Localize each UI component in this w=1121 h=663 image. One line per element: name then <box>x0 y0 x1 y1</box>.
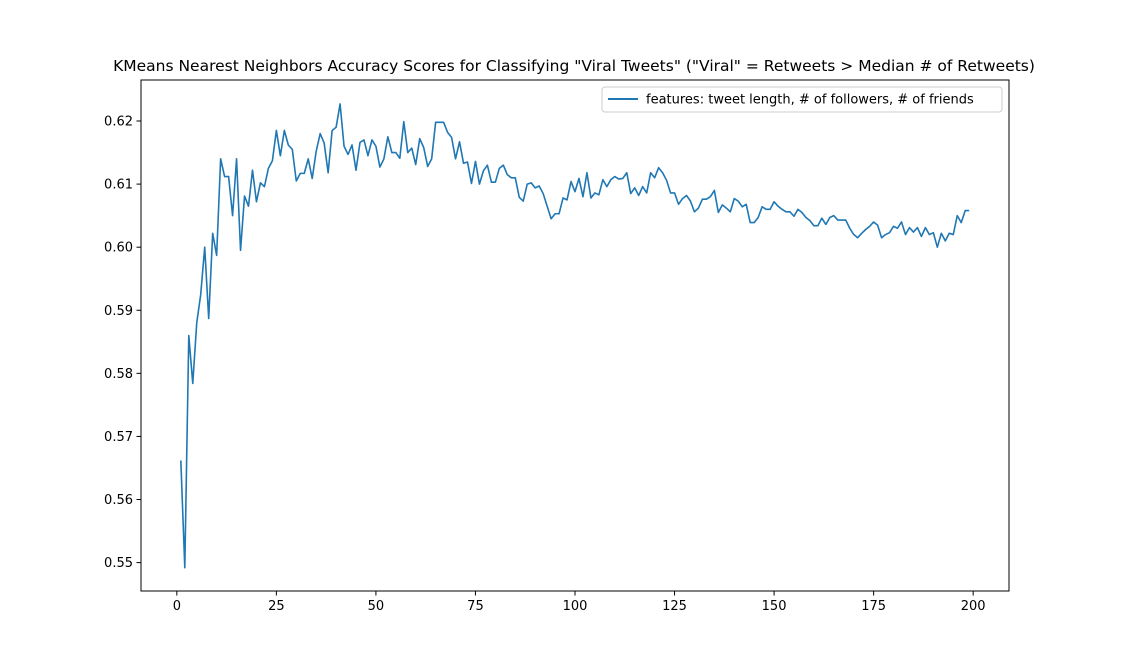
x-tick-label: 75 <box>467 599 484 614</box>
plot-area: 0 25 50 75 100 125 150 175 200 0.55 0.56 0.57 0.58 0.… <box>104 103 986 614</box>
x-tick-label: 125 <box>662 599 687 614</box>
x-tick-label: 50 <box>368 599 385 614</box>
x-tick-label: 175 <box>861 599 886 614</box>
x-tick-label: 150 <box>762 599 787 614</box>
y-tick-label: 0.60 <box>104 241 133 256</box>
x-tick-label: 100 <box>563 599 588 614</box>
y-tick-label: 0.59 <box>104 304 133 319</box>
y-tick-label: 0.62 <box>104 115 133 130</box>
y-tick-label: 0.57 <box>104 430 133 445</box>
x-tick-label: 200 <box>961 599 986 614</box>
x-tick-label: 0 <box>173 599 181 614</box>
series-line <box>180 103 970 569</box>
axes-frame <box>140 79 1010 592</box>
chart-title: KMeans Nearest Neighbors Accuracy Scores… <box>113 57 1035 75</box>
y-tick-label: 0.56 <box>104 493 133 508</box>
legend-label: features: tweet length, # of followers, … <box>646 93 974 108</box>
x-tick-label: 25 <box>268 599 285 614</box>
legend-box <box>601 86 1003 113</box>
y-tick-label: 0.61 <box>104 178 133 193</box>
y-tick-label: 0.55 <box>104 556 133 571</box>
legend: features: tweet length, # of followers, … <box>601 86 1003 113</box>
y-tick-label: 0.58 <box>104 367 133 382</box>
